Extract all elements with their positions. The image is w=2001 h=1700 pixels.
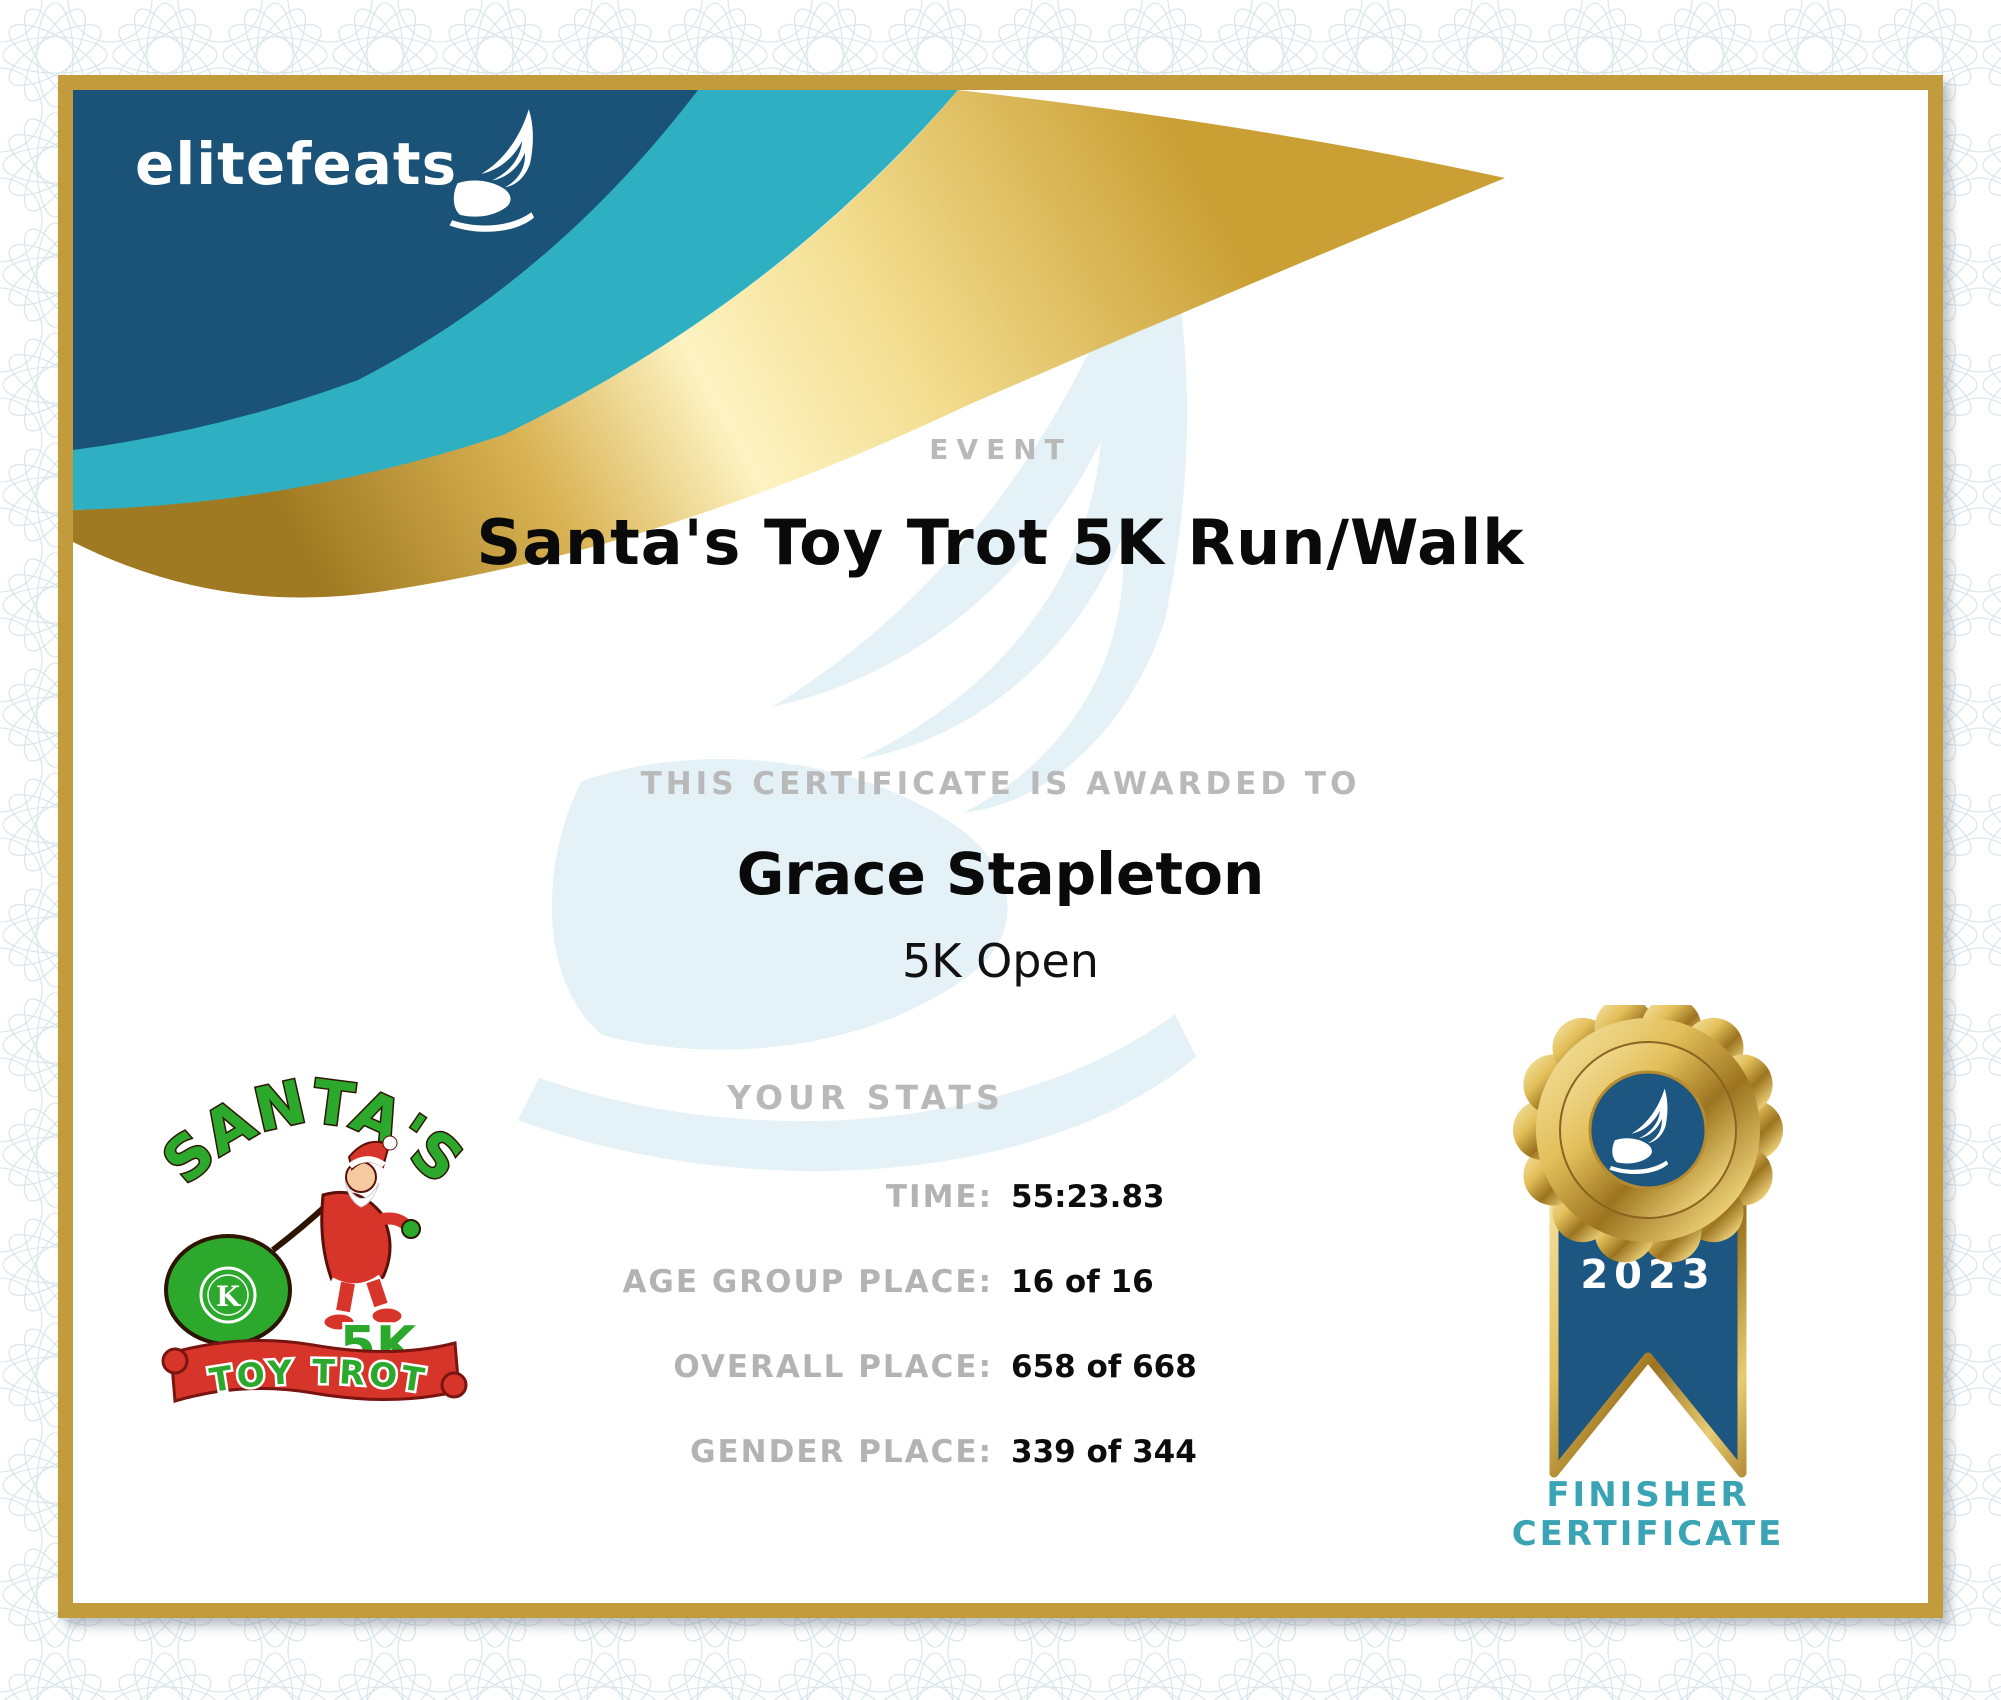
stat-row-gender-place: GENDER PLACE: 339 of 344: [73, 1434, 1928, 1480]
finisher-badge: 2023: [1513, 1005, 1783, 1478]
santas-arch-text: SANTA'S: [153, 1067, 473, 1198]
finisher-certificate-caption: FINISHER CERTIFICATE: [1468, 1476, 1828, 1554]
certificate-body: elitefeats EVENT Santa's Toy Trot 5K Run…: [73, 90, 1928, 1603]
stat-label: TIME:: [885, 1179, 993, 1215]
gold-frame: elitefeats EVENT Santa's Toy Trot 5K Run…: [58, 75, 1943, 1618]
stat-value: 55:23.83: [1011, 1179, 1165, 1215]
caption-line-finisher: FINISHER: [1546, 1475, 1750, 1515]
badge-year: 2023: [1580, 1252, 1715, 1298]
stat-row-overall-place: OVERALL PLACE: 658 of 668: [73, 1349, 1928, 1395]
stat-value: 658 of 668: [1011, 1349, 1197, 1385]
division-name: 5K Open: [902, 934, 1099, 988]
santas-toy-trot-logo: SANTA'S K: [153, 1065, 473, 1403]
stat-label: OVERALL PLACE:: [673, 1349, 993, 1385]
your-stats-heading: YOUR STATS: [727, 1078, 1005, 1117]
winged-foot-icon: [449, 109, 535, 232]
stat-row-age-group-place: AGE GROUP PLACE: 16 of 16: [73, 1264, 1928, 1310]
brand-wordmark: elitefeats: [135, 130, 458, 198]
event-name: Santa's Toy Trot 5K Run/Walk: [476, 506, 1525, 579]
stat-value: 339 of 344: [1011, 1434, 1197, 1470]
recipient-name: Grace Stapleton: [736, 840, 1265, 908]
stat-value: 16 of 16: [1011, 1264, 1154, 1300]
navy-swoosh: [73, 90, 698, 450]
santa-illustration: K: [164, 1135, 421, 1346]
kiwanis-k: K: [216, 1280, 242, 1313]
gold-swoosh-accent: [73, 90, 1505, 598]
awarded-to-label: THIS CERTIFICATE IS AWARDED TO: [640, 766, 1361, 802]
caption-line-certificate: CERTIFICATE: [1511, 1514, 1785, 1554]
header-swoosh: [73, 90, 1505, 598]
stat-label: GENDER PLACE:: [690, 1434, 993, 1470]
event-label: EVENT: [929, 433, 1072, 466]
banner-text: TOY TROT: [207, 1352, 431, 1401]
stat-label: AGE GROUP PLACE:: [622, 1264, 993, 1300]
toy-trot-banner: TOY TROT: [161, 1339, 468, 1403]
stat-row-time: TIME: 55:23.83: [73, 1179, 1928, 1225]
